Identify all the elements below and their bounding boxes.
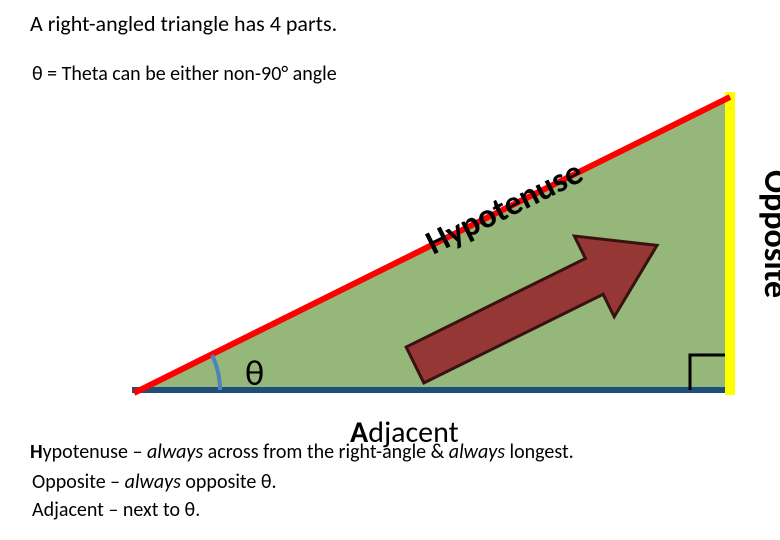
opp-i: always — [125, 470, 181, 494]
opposite-label: Opposite — [755, 170, 780, 298]
opposite-sentence: Opposite – always opposite θ. — [32, 470, 277, 494]
adj-rest: djacent – next to θ. — [44, 498, 201, 522]
page-title: A right-angled triangle has 4 parts. — [30, 10, 337, 37]
triangle-diagram: θ Hypotenuse Opposite — [130, 80, 750, 410]
adjacent-sentence: Adjacent – next to θ. — [32, 498, 200, 522]
hyp-r3: longest. — [505, 440, 574, 464]
hyp-bold: H — [30, 440, 43, 464]
hyp-r1: ypotenuse – — [43, 440, 147, 464]
adj-bold: A — [32, 498, 44, 522]
hyp-i1: always — [147, 440, 203, 464]
hyp-i2: always — [449, 440, 505, 464]
hyp-r2: across from the right-angle & — [203, 440, 449, 464]
opp-r2: opposite θ. — [181, 470, 277, 494]
opp-bold: O — [32, 470, 45, 494]
opp-r1: pposite – — [45, 470, 124, 494]
hypotenuse-sentence: Hypotenuse – always across from the righ… — [30, 440, 574, 464]
theta-symbol: θ — [245, 351, 264, 395]
